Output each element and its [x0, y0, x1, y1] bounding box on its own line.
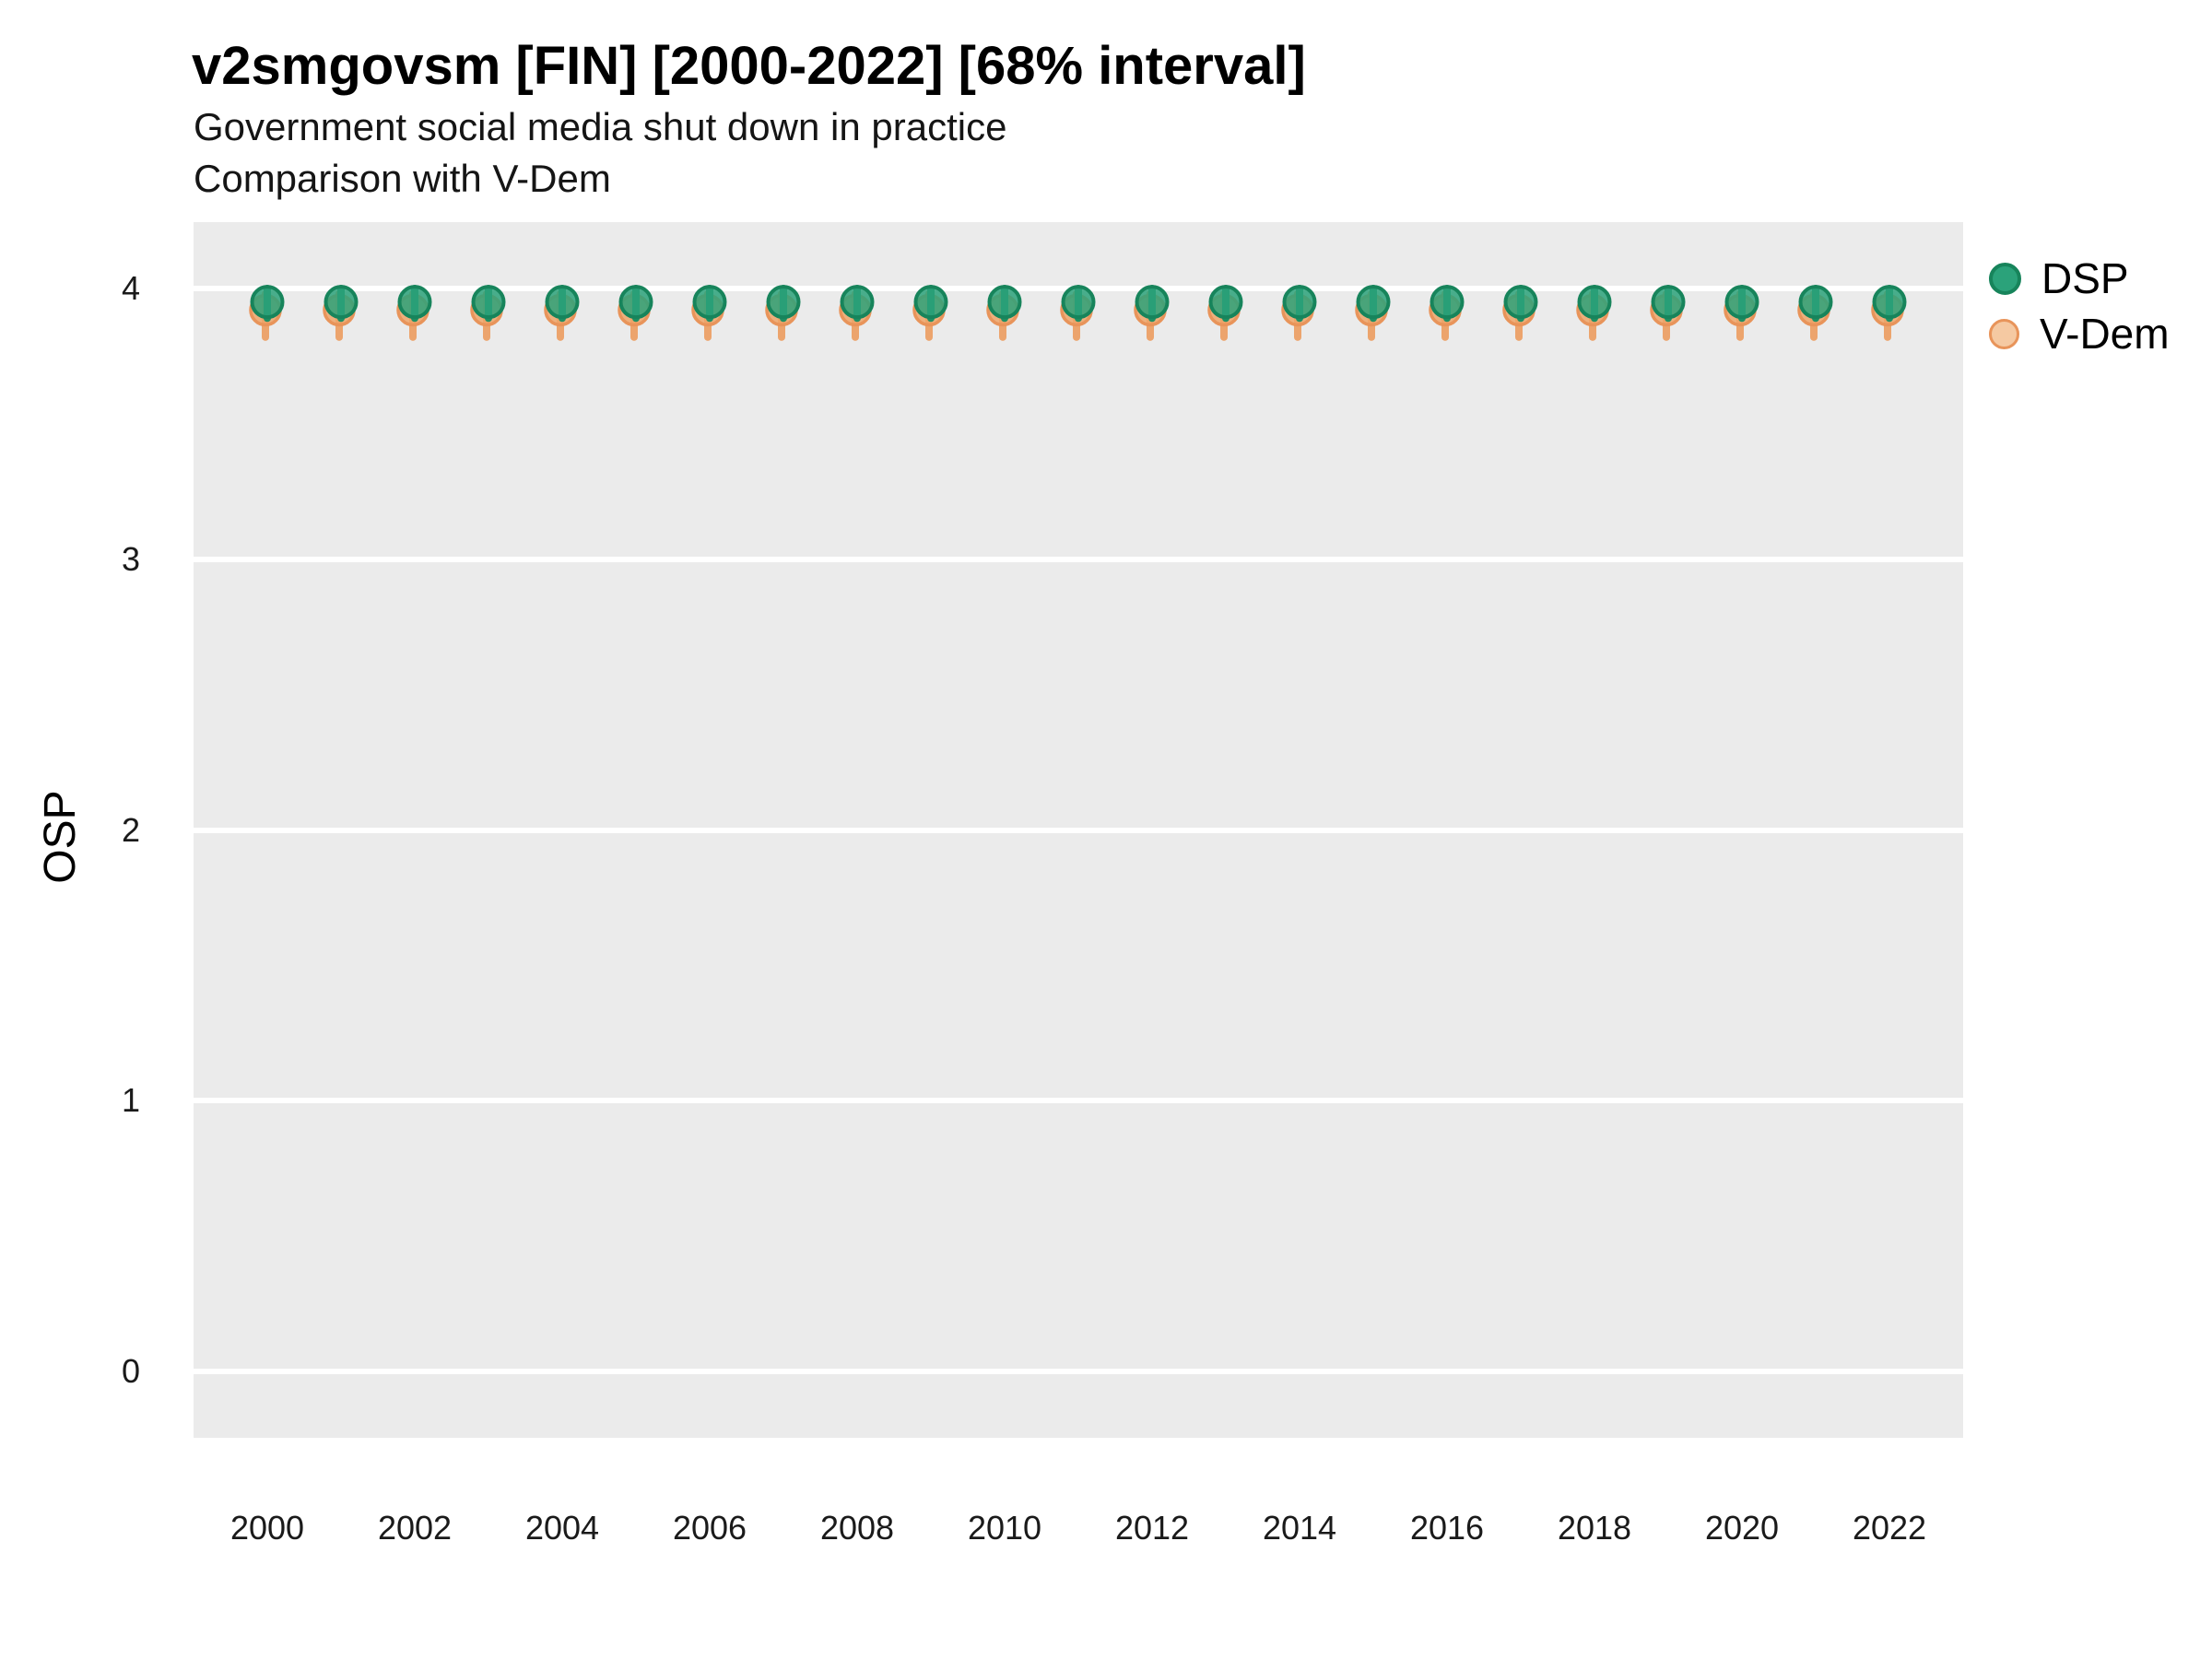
dsp-point — [250, 285, 285, 320]
x-tick-label: 2022 — [1852, 1509, 1927, 1547]
major-gridline — [194, 1369, 1963, 1375]
x-tick-label: 2016 — [1409, 1509, 1485, 1547]
x-tick-label: 2018 — [1557, 1509, 1632, 1547]
dsp-point — [324, 285, 359, 320]
x-tick-label: 2010 — [967, 1509, 1042, 1547]
legend-label: DSP — [2041, 254, 2129, 302]
y-tick-label: 0 — [121, 1352, 140, 1391]
dsp-point — [1282, 285, 1317, 320]
dsp-point — [692, 285, 727, 320]
legend-item-dsp: DSP — [1989, 251, 2170, 306]
dsp-point — [618, 285, 653, 320]
dsp-point — [1798, 285, 1833, 320]
dsp-point — [1503, 285, 1538, 320]
dsp-point — [1577, 285, 1612, 320]
dsp-point — [1872, 285, 1907, 320]
legend-label: V-Dem — [2040, 310, 2170, 358]
dsp-point — [840, 285, 875, 320]
dsp-point — [545, 285, 580, 320]
y-tick-label: 2 — [121, 810, 140, 849]
chart-subtitle-comparison: Comparison with V-Dem — [194, 157, 611, 200]
chart-title: v2smgovsm [FIN] [2000-2022] [68% interva… — [192, 36, 1306, 96]
dsp-point — [397, 285, 432, 320]
x-tick-label: 2002 — [377, 1509, 453, 1547]
x-tick-label: 2000 — [229, 1509, 305, 1547]
major-gridline — [194, 556, 1963, 562]
major-gridline — [194, 827, 1963, 833]
dsp-point — [1135, 285, 1170, 320]
dsp-point — [913, 285, 948, 320]
dsp-point — [766, 285, 801, 320]
y-tick-label: 4 — [121, 268, 140, 307]
dsp-point — [1208, 285, 1243, 320]
dsp-point — [1724, 285, 1759, 320]
legend: DSP V-Dem — [1989, 251, 2170, 361]
dsp-point — [1061, 285, 1096, 320]
y-tick-label: 1 — [121, 1081, 140, 1120]
plot-panel — [194, 222, 1963, 1438]
dsp-point — [1430, 285, 1465, 320]
y-tick-label: 3 — [121, 539, 140, 578]
chart-subtitle: Government social media shut down in pra… — [194, 105, 1007, 148]
dsp-point — [1651, 285, 1686, 320]
x-tick-label: 2014 — [1262, 1509, 1337, 1547]
x-tick-label: 2020 — [1704, 1509, 1780, 1547]
legend-item-v-dem: V-Dem — [1989, 306, 2170, 361]
dsp-point — [987, 285, 1022, 320]
dsp-point — [1356, 285, 1391, 320]
legend-swatch-icon — [1989, 262, 2021, 295]
x-tick-label: 2008 — [819, 1509, 895, 1547]
x-tick-label: 2012 — [1114, 1509, 1190, 1547]
x-tick-label: 2004 — [524, 1509, 600, 1547]
legend-swatch-icon — [1989, 318, 2019, 349]
x-tick-label: 2006 — [672, 1509, 747, 1547]
dsp-point — [471, 285, 506, 320]
major-gridline — [194, 1098, 1963, 1104]
data-points-layer — [249, 284, 1907, 341]
